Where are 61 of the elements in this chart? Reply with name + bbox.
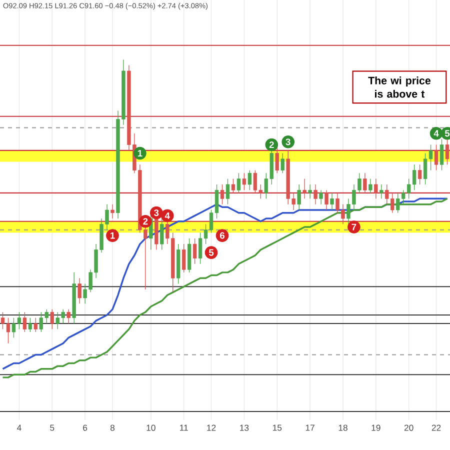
candlestick [78,278,82,304]
candlestick [445,138,450,165]
candlestick [220,184,224,205]
candlestick [226,178,230,205]
candlestick [34,318,38,332]
candlestick [248,170,252,190]
annotation: 2 [269,141,274,148]
x-tick-label: 15 [272,424,282,431]
annotation: 1 [138,150,142,156]
annotation: The wi price is above t [368,76,431,98]
candlestick [297,184,301,210]
candlestick [50,308,54,330]
x-tick-label: 17 [306,424,314,431]
candlestick [319,190,323,205]
candlestick [0,312,5,330]
annotation: 6 [220,232,225,239]
candlestick [110,204,114,219]
candlestick [28,318,32,332]
candlestick [66,308,70,324]
x-tick-label: 12 [207,424,216,431]
candlestick [242,172,246,190]
x-tick-label: 8 [110,424,115,431]
candlestick [368,178,372,194]
x-tick-label: 4 [17,424,22,431]
annotation: 4 [164,212,170,219]
candlestick [324,190,328,210]
candlestick [363,172,367,194]
x-tick-label: 10 [146,424,156,431]
candlestick [380,184,384,199]
candlestick [374,178,378,199]
candlestick [160,218,164,250]
annotation: 3 [286,138,290,146]
x-tick-label: 11 [180,424,188,431]
candlestick [182,244,186,273]
candlestick [6,318,10,344]
candlestick [434,144,438,171]
x-tick-label: 22 [432,424,441,431]
candlestick [308,184,312,199]
annotation: 3 [154,210,159,216]
annotation: 4 [434,130,439,137]
candlestick [418,164,422,185]
candlestick [302,178,306,199]
annotation: 1 [110,232,115,239]
x-tick-label: 20 [404,424,414,431]
annotation: 5 [444,130,450,137]
annotation: 2 [143,218,148,225]
x-tick-label: 13 [240,424,249,431]
x-tick-label: 6 [83,424,88,431]
x-tick-label: 18 [338,424,348,431]
candlestick [280,152,284,174]
candlestick [22,312,27,332]
annotation: 5 [208,249,214,256]
candlestick [236,172,241,194]
candlestick [440,138,444,171]
x-tick-label: 5 [50,424,54,431]
candlestick [231,178,236,194]
x-tick-label: 19 [372,424,380,431]
candlestick [192,238,197,264]
candlestick [314,184,318,205]
candlestick [330,192,334,210]
annotation: 7 [352,224,356,230]
